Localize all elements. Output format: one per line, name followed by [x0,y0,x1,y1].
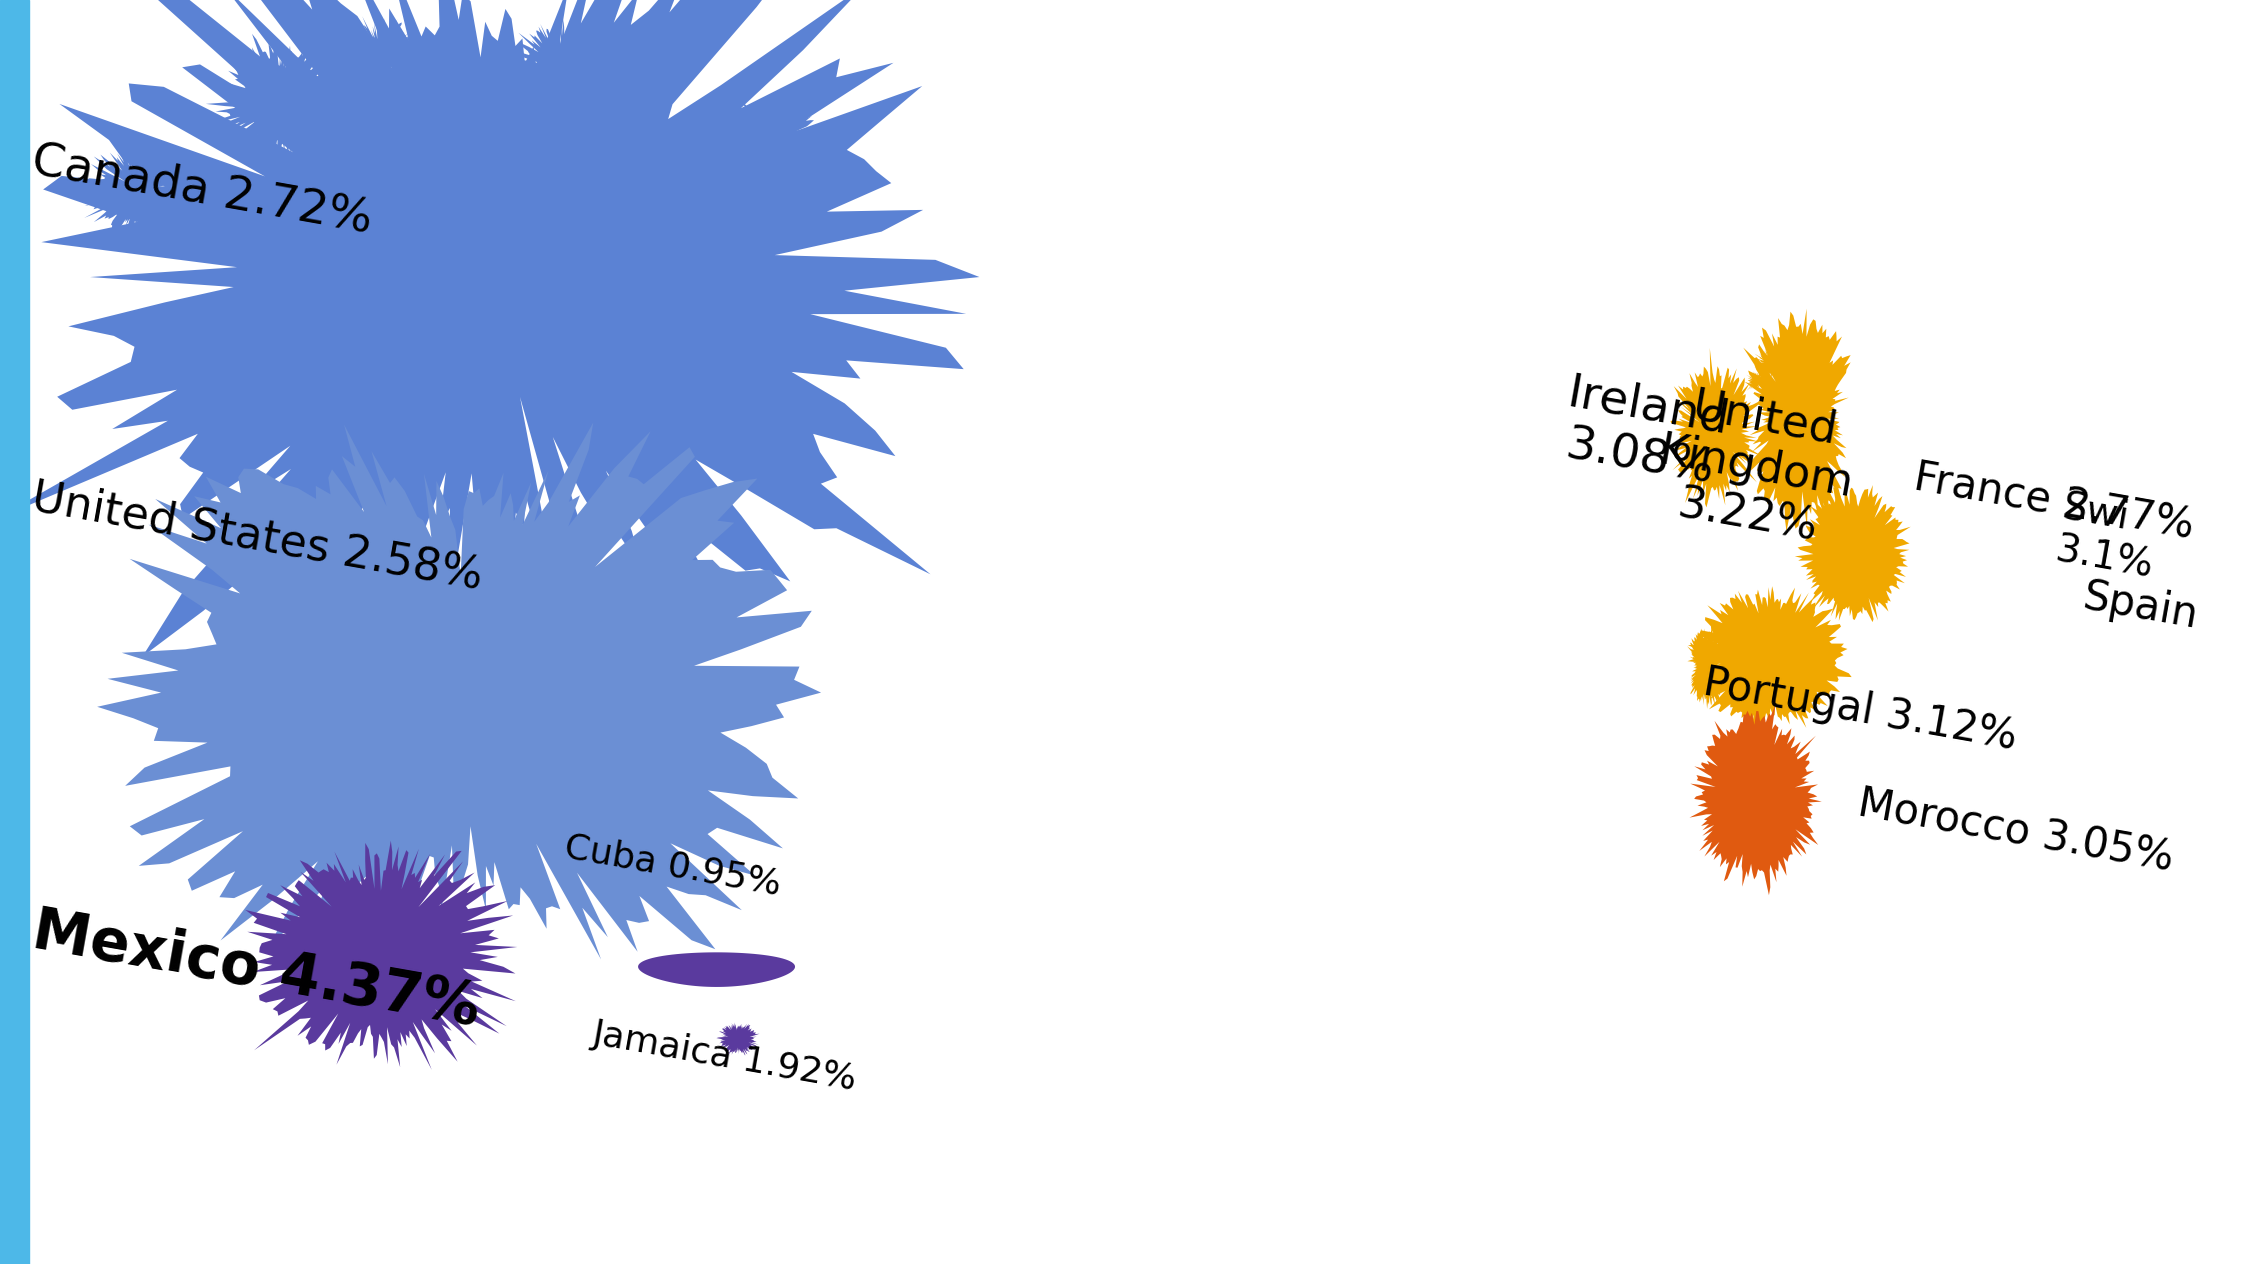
Polygon shape [0,0,980,656]
Polygon shape [1688,586,1852,731]
Polygon shape [245,841,517,1069]
Polygon shape [1670,348,1765,507]
Polygon shape [1742,308,1850,531]
Polygon shape [504,19,618,120]
Text: Swi
3.1%: Swi 3.1% [2052,488,2163,585]
Polygon shape [638,952,796,987]
Polygon shape [1794,485,1911,622]
Polygon shape [97,422,821,967]
Text: Jamaica 1.92%: Jamaica 1.92% [589,1016,861,1096]
Text: Portugal 3.12%: Portugal 3.12% [1699,661,2021,758]
Polygon shape [1686,627,1726,709]
Text: France 2.77%: France 2.77% [1911,456,2196,547]
Polygon shape [196,34,353,171]
Text: United
Kingdom
3.22%: United Kingdom 3.22% [1648,380,1866,555]
Text: Spain: Spain [2079,575,2201,637]
Polygon shape [83,138,193,238]
Text: Cuba 0.95%: Cuba 0.95% [562,830,785,901]
Text: United States 2.58%: United States 2.58% [27,477,486,598]
Polygon shape [1753,348,1785,379]
Polygon shape [342,16,418,85]
Polygon shape [1747,372,1765,391]
Text: Canada 2.72%: Canada 2.72% [27,138,375,243]
Text: Mexico 4.37%: Mexico 4.37% [27,902,483,1036]
Text: Ireland
3.08%: Ireland 3.08% [1556,370,1733,494]
Text: Morocco 3.05%: Morocco 3.05% [1855,782,2176,880]
Polygon shape [719,96,818,181]
Polygon shape [717,1023,760,1058]
Polygon shape [1690,704,1821,895]
